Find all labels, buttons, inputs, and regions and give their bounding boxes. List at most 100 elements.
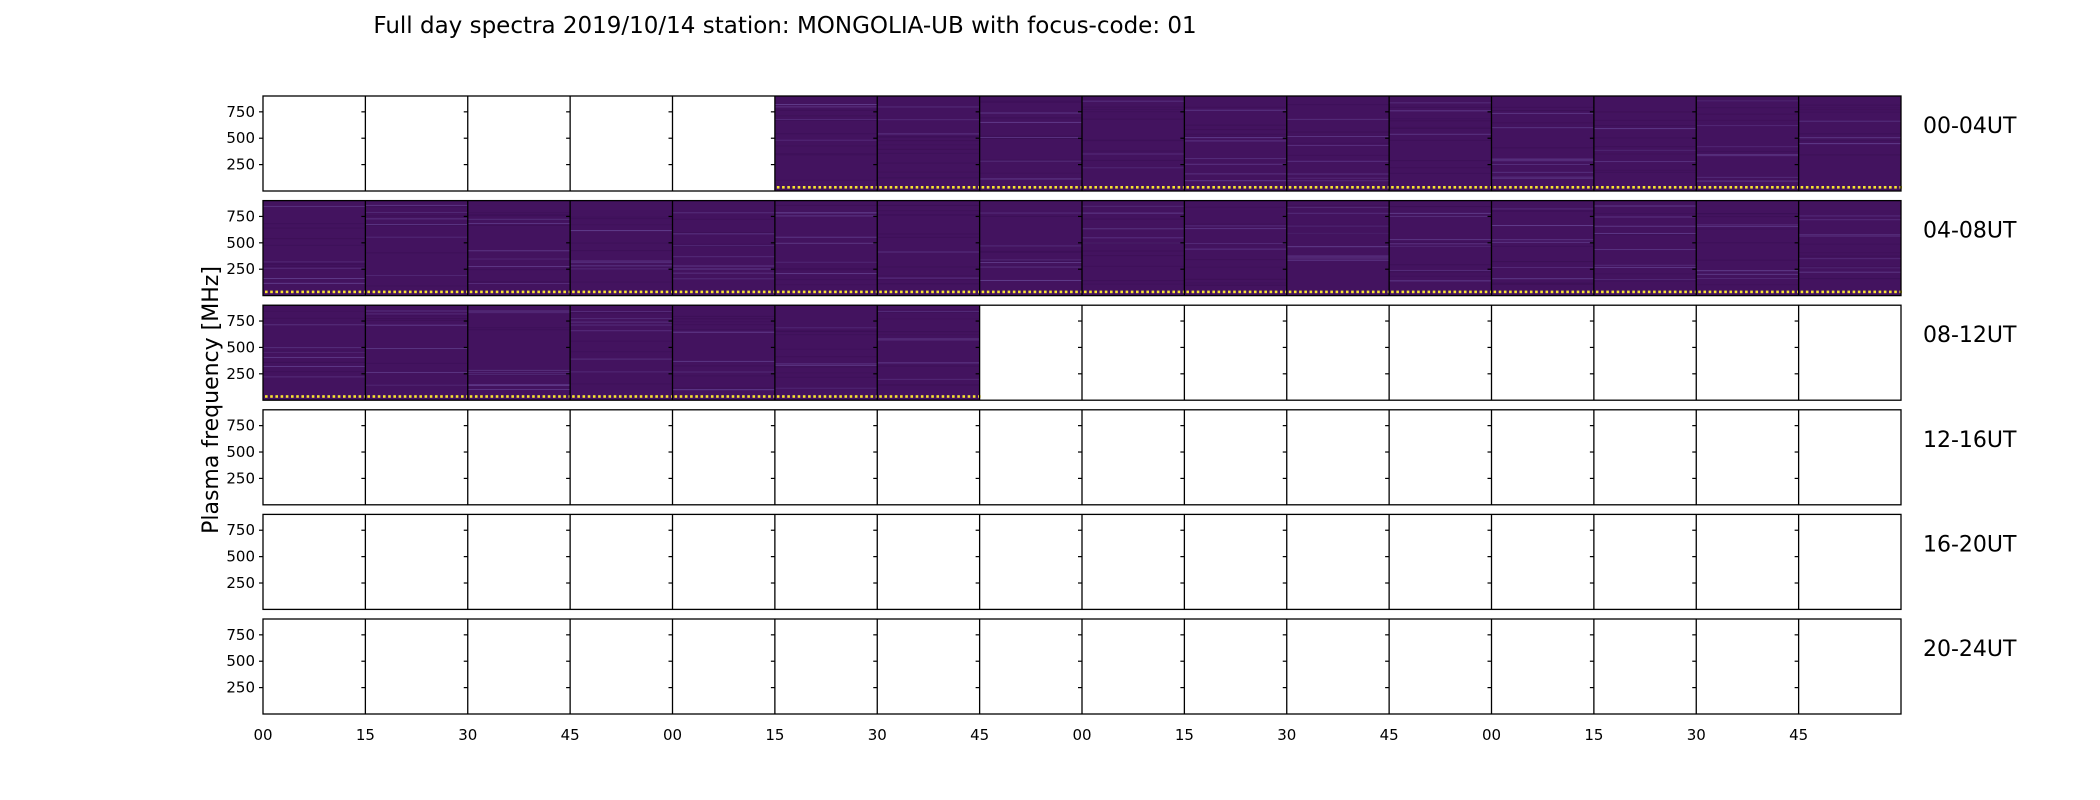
baseline-dot (997, 186, 1000, 189)
spectrum-streak (774, 242, 878, 244)
spectrum-streak (570, 351, 673, 353)
baseline-dot (1550, 186, 1554, 189)
spectrum-streak (774, 106, 878, 108)
spectrum-streak (467, 374, 571, 376)
spectrum-streak (672, 331, 775, 333)
spectrum-streak (1389, 215, 1492, 217)
baseline-dot (967, 395, 971, 398)
y-tick-label: 250 (226, 469, 255, 487)
baseline-dot (1889, 290, 1892, 294)
baseline-dot (1233, 186, 1236, 189)
spectrum-streak (672, 218, 775, 220)
baseline-dot (1642, 290, 1646, 294)
baseline-dot (1684, 186, 1687, 189)
panel-grid: 750 500 250 00-04UT 750 500 250 04-08UT 750 500 25… (226, 95, 2017, 715)
baseline-dot (1115, 186, 1118, 189)
baseline-dot (1883, 186, 1887, 189)
baseline-dot (469, 395, 473, 398)
baseline-dot (1443, 186, 1446, 189)
baseline-dot (1366, 290, 1370, 294)
baseline-dot (1033, 186, 1037, 189)
baseline-dot (1555, 290, 1559, 294)
baseline-dot (860, 186, 863, 189)
baseline-dot (1571, 186, 1575, 189)
baseline-dot (1227, 290, 1231, 294)
baseline-dot (731, 395, 735, 398)
row-frame (262, 95, 1902, 192)
baseline-dot (941, 290, 945, 294)
baseline-dot (1366, 186, 1370, 189)
baseline-dot (808, 186, 811, 189)
baseline-dot (1274, 186, 1278, 189)
baseline-dot (644, 395, 648, 398)
chart-title: Full day spectra 2019/10/14 station: MON… (373, 13, 1196, 39)
baseline-dot (813, 186, 816, 189)
spectrum-fill (365, 200, 468, 296)
baseline-dot (1453, 290, 1457, 294)
spectrum-streak (1696, 176, 1799, 178)
y-tick-label: 500 (226, 443, 255, 461)
baseline-dot (1842, 186, 1845, 189)
baseline-dot (403, 395, 407, 398)
spectrum-streak (467, 222, 571, 224)
baseline-dot (372, 290, 376, 294)
baseline-dot (317, 395, 320, 398)
baseline-dot (1514, 290, 1517, 294)
baseline-dot (332, 395, 336, 398)
baseline-dot (1351, 186, 1354, 189)
baseline-dot (1637, 290, 1641, 294)
baseline-dot (521, 290, 525, 294)
spectrum-streak (979, 261, 1082, 263)
spectrum-streak (1184, 225, 1287, 227)
spectrum-panel (1487, 409, 1493, 505)
baseline-dot (343, 290, 346, 294)
baseline-dot (1089, 290, 1092, 294)
baseline-dot (1222, 186, 1226, 189)
spectrum-streak (1696, 125, 1799, 127)
baseline-dot (434, 395, 438, 398)
spectrum-streak (570, 261, 673, 263)
spectrum-streak (979, 135, 1082, 137)
baseline-dot (1391, 290, 1394, 294)
baseline-dot (532, 395, 535, 398)
spectrum-streak (1082, 242, 1185, 244)
baseline-dot (1084, 186, 1087, 189)
baseline-dot (802, 186, 806, 189)
spectrum-streak (1082, 108, 1185, 110)
spectrum-streak (1082, 150, 1185, 152)
spectrum-streak (877, 362, 980, 364)
baseline-dot (1894, 290, 1897, 294)
baseline-dot (1791, 186, 1795, 189)
x-tick-label: 15 (765, 726, 784, 744)
spectrum-streak (1798, 271, 1901, 273)
baseline-dot (1821, 290, 1825, 294)
spectrum-streak (1593, 225, 1697, 227)
spectrum-streak (1389, 212, 1492, 214)
baseline-dot (618, 290, 622, 294)
baseline-dot (572, 395, 575, 398)
baseline-dot (1156, 186, 1160, 189)
spectrum-streak (774, 348, 878, 350)
x-tick-label: 00 (253, 726, 272, 744)
spectrum-streak (979, 121, 1082, 123)
spectrum-streak (1593, 280, 1697, 282)
baseline-dot (408, 290, 412, 294)
spectrum-streak (263, 223, 366, 225)
spectrum-streak (1491, 106, 1594, 108)
spectrum-panel (463, 409, 469, 505)
spectrum-streak (1798, 252, 1901, 254)
baseline-dot (889, 290, 893, 294)
spectrum-streak (1082, 167, 1185, 169)
baseline-dot (962, 290, 966, 294)
baseline-dot (1781, 186, 1785, 189)
baseline-dot (679, 290, 683, 294)
baseline-dot (1857, 290, 1861, 294)
baseline-dot (1396, 186, 1399, 189)
spectrum-streak (1798, 243, 1901, 245)
baseline-dot (926, 290, 929, 294)
baseline-dot (1012, 186, 1016, 189)
spectrum-streak (365, 252, 468, 254)
spectrum-panel (1385, 619, 1390, 714)
baseline-dot (1581, 186, 1585, 189)
baseline-dot (695, 395, 698, 398)
